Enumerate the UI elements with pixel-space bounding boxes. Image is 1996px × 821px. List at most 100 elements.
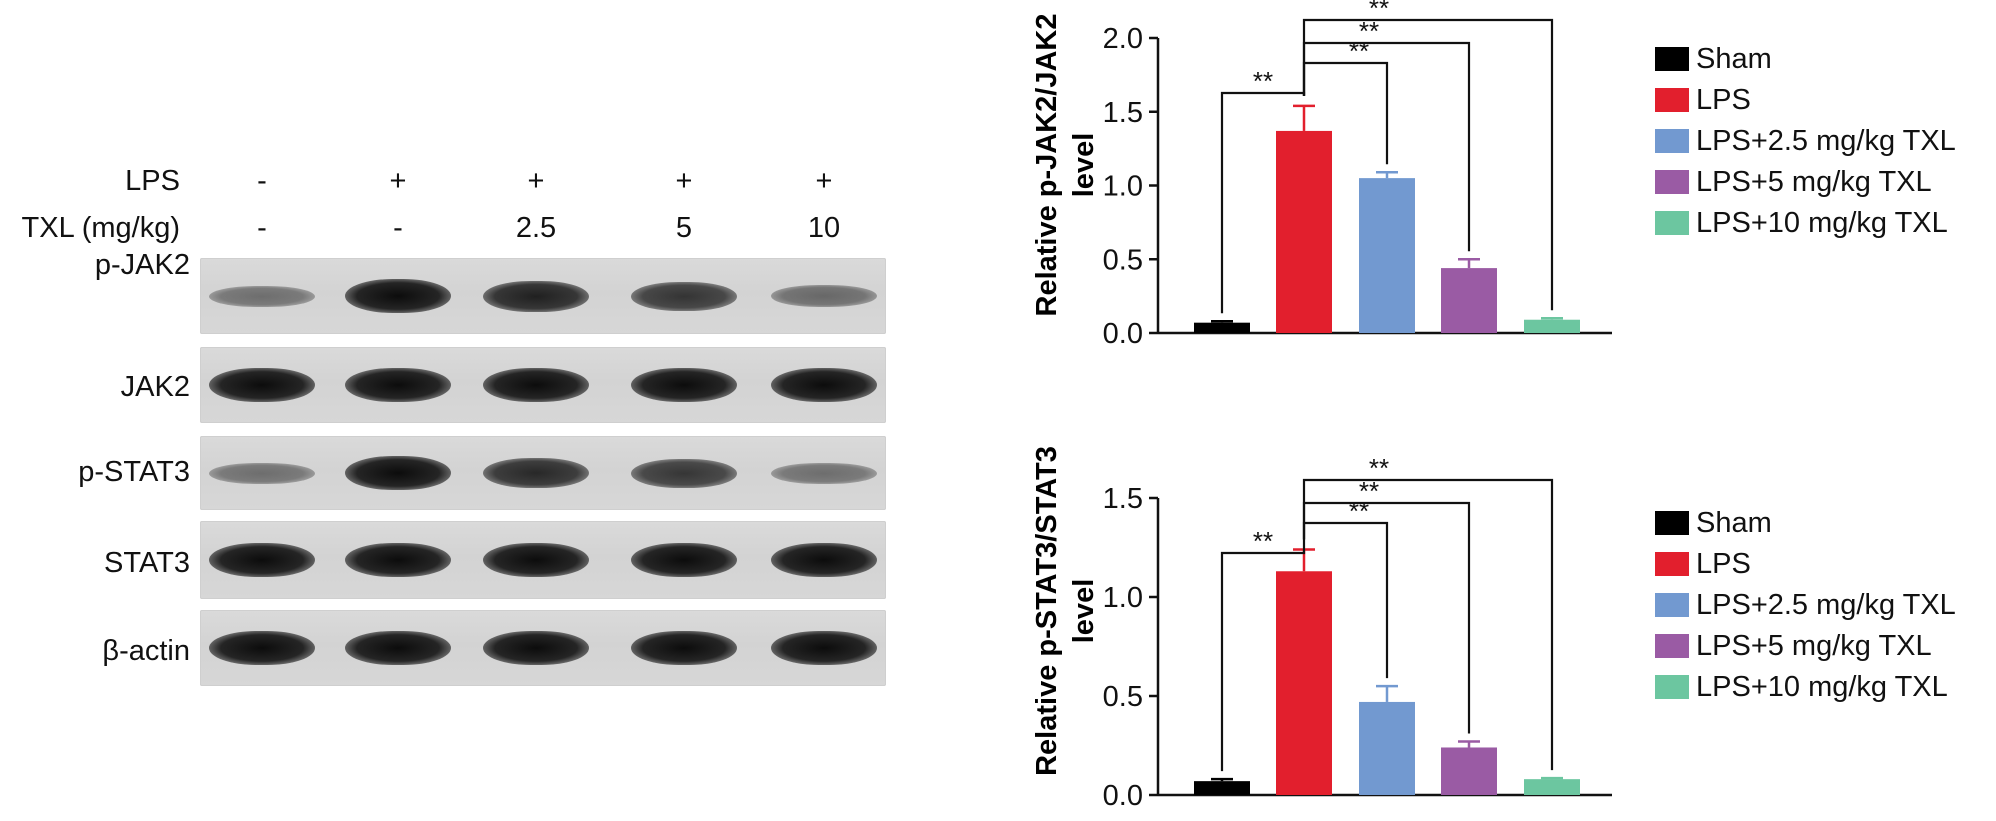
legend-label-sham: Sham xyxy=(1696,506,1772,539)
legend-swatch-lps-2-5 xyxy=(1655,592,1689,617)
chart2-significance-label-1: ** xyxy=(1253,526,1273,556)
band-label-p-stat3: p-STAT3 xyxy=(78,456,190,488)
legend-swatch-sham xyxy=(1655,510,1689,535)
chart1-significance-label-3: ** xyxy=(1359,16,1379,46)
legend-swatch-lps-10 xyxy=(1655,674,1689,699)
chart2-legend: Sham LPS LPS+2.5 mg/kg TXL LPS+5 mg/kg T… xyxy=(1655,502,1956,707)
legend-swatch-lps-10 xyxy=(1655,210,1689,235)
chart1-bar-3 xyxy=(1359,178,1415,333)
txl-cell-lane-5: 10 xyxy=(807,212,841,244)
chart1-significance-bracket-4 xyxy=(1302,18,1554,311)
chart2-bar-5 xyxy=(1524,779,1580,795)
blot-strip-p-stat3 xyxy=(200,436,886,510)
blot-band xyxy=(209,631,315,665)
band-label-beta-actin: β-actin xyxy=(102,635,190,667)
blot-band xyxy=(771,462,877,484)
txl-cell-lane-1: - xyxy=(257,212,267,244)
chart1-bar-1 xyxy=(1194,322,1250,333)
blot-band xyxy=(345,456,451,490)
chart1-y-tick-label: 1.5 xyxy=(1103,97,1143,129)
lps-cell-lane-2: + xyxy=(389,165,407,197)
blot-band xyxy=(209,543,315,577)
legend-label-lps-2-5: LPS+2.5 mg/kg TXL xyxy=(1696,588,1956,621)
chart2-y-tick-label: 0.5 xyxy=(1103,681,1143,713)
blot-strip-beta-actin xyxy=(200,610,886,686)
blot-strip-p-jak2 xyxy=(200,258,886,334)
legend-item-lps-10: LPS+10 mg/kg TXL xyxy=(1655,666,1956,707)
legend-item-lps-2-5: LPS+2.5 mg/kg TXL xyxy=(1655,120,1956,161)
blot-strip-jak2 xyxy=(200,347,886,423)
legend-label-lps: LPS xyxy=(1696,547,1751,580)
chart1-bar-2 xyxy=(1276,130,1332,333)
chart1-ylabel-line2: level xyxy=(1068,133,1100,198)
chart1-y-tick-label: 2.0 xyxy=(1103,23,1143,55)
chart1-y-tick-label: 0.5 xyxy=(1103,244,1143,276)
blot-band xyxy=(345,631,451,665)
blot-band xyxy=(771,368,877,402)
p-jak2-bar-chart: Relative p-JAK2/JAK2 level 0.0 0.5 1.0 1.5 2… xyxy=(1031,0,1612,350)
blot-band xyxy=(631,631,737,665)
chart1-y-tick-label: 0.0 xyxy=(1103,318,1143,350)
chart2-ylabel-line2: level xyxy=(1068,579,1100,644)
chart1-significance-label-4: ** xyxy=(1369,0,1389,23)
chart2-bar-4 xyxy=(1441,747,1497,795)
chart2-significance-bracket-1 xyxy=(1220,539,1306,772)
legend-swatch-lps-2-5 xyxy=(1655,128,1689,153)
blot-band xyxy=(209,285,315,307)
chart1-bar-4 xyxy=(1441,268,1497,333)
legend-label-lps-2-5: LPS+2.5 mg/kg TXL xyxy=(1696,124,1956,157)
lps-row-label: LPS xyxy=(125,165,180,197)
lps-cell-lane-1: - xyxy=(257,165,267,197)
txl-cell-lane-2: - xyxy=(393,212,403,244)
legend-item-lps: LPS xyxy=(1655,543,1956,584)
blot-band xyxy=(483,458,589,488)
blot-band xyxy=(345,279,451,313)
chart1-y-tick-label: 1.0 xyxy=(1103,171,1143,203)
blot-strip-stat3 xyxy=(200,521,886,599)
blot-band xyxy=(345,543,451,577)
chart1-legend: Sham LPS LPS+2.5 mg/kg TXL LPS+5 mg/kg T… xyxy=(1655,38,1956,243)
blot-band xyxy=(771,631,877,665)
blot-band xyxy=(771,543,877,577)
legend-item-lps-10: LPS+10 mg/kg TXL xyxy=(1655,202,1956,243)
legend-swatch-lps xyxy=(1655,551,1689,576)
legend-label-lps-10: LPS+10 mg/kg TXL xyxy=(1696,206,1948,239)
blot-band xyxy=(483,631,589,665)
lps-cell-lane-4: + xyxy=(675,165,693,197)
legend-item-lps-2-5: LPS+2.5 mg/kg TXL xyxy=(1655,584,1956,625)
lps-cell-lane-3: + xyxy=(527,165,545,197)
chart2-bar-3 xyxy=(1359,701,1415,795)
chart2-ylabel-line1: Relative p-STAT3/STAT3 xyxy=(1031,446,1063,776)
chart2-y-tick-label: 0.0 xyxy=(1103,780,1143,812)
chart2-significance-bracket-4 xyxy=(1302,478,1554,771)
chart1-bar-5 xyxy=(1524,319,1580,333)
chart2-bar-1 xyxy=(1194,781,1250,795)
chart1-ylabel-line1: Relative p-JAK2/JAK2 xyxy=(1031,14,1063,317)
txl-cell-lane-4: 5 xyxy=(675,212,693,244)
western-blot-panel: LPS TXL (mg/kg) - + + + + - - 2.5 5 10 p… xyxy=(0,0,900,821)
txl-row-label: TXL (mg/kg) xyxy=(21,212,180,244)
blot-band xyxy=(483,368,589,402)
blot-band xyxy=(631,543,737,577)
legend-item-lps: LPS xyxy=(1655,79,1956,120)
legend-item-sham: Sham xyxy=(1655,502,1956,543)
blot-band xyxy=(631,368,737,402)
legend-swatch-lps-5 xyxy=(1655,633,1689,658)
legend-item-lps-5: LPS+5 mg/kg TXL xyxy=(1655,625,1956,666)
chart2-significance-label-3: ** xyxy=(1359,476,1379,506)
band-label-p-jak2: p-JAK2 xyxy=(94,249,190,281)
lps-cell-lane-5: + xyxy=(815,165,833,197)
legend-label-lps-10: LPS+10 mg/kg TXL xyxy=(1696,670,1948,703)
chart2-bar-2 xyxy=(1276,571,1332,795)
legend-swatch-sham xyxy=(1655,46,1689,71)
legend-label-lps-5: LPS+5 mg/kg TXL xyxy=(1696,629,1932,662)
blot-band xyxy=(209,462,315,484)
band-label-jak2: JAK2 xyxy=(120,371,190,403)
chart2-significance-label-4: ** xyxy=(1369,453,1389,483)
blot-band xyxy=(209,368,315,402)
legend-item-sham: Sham xyxy=(1655,38,1956,79)
chart2-y-tick-label: 1.0 xyxy=(1103,582,1143,614)
band-label-stat3: STAT3 xyxy=(104,547,190,579)
p-stat3-bar-chart: Relative p-STAT3/STAT3 level 0.0 0.5 1.0 1.… xyxy=(1031,446,1612,812)
chart1-significance-label-1: ** xyxy=(1253,66,1273,96)
